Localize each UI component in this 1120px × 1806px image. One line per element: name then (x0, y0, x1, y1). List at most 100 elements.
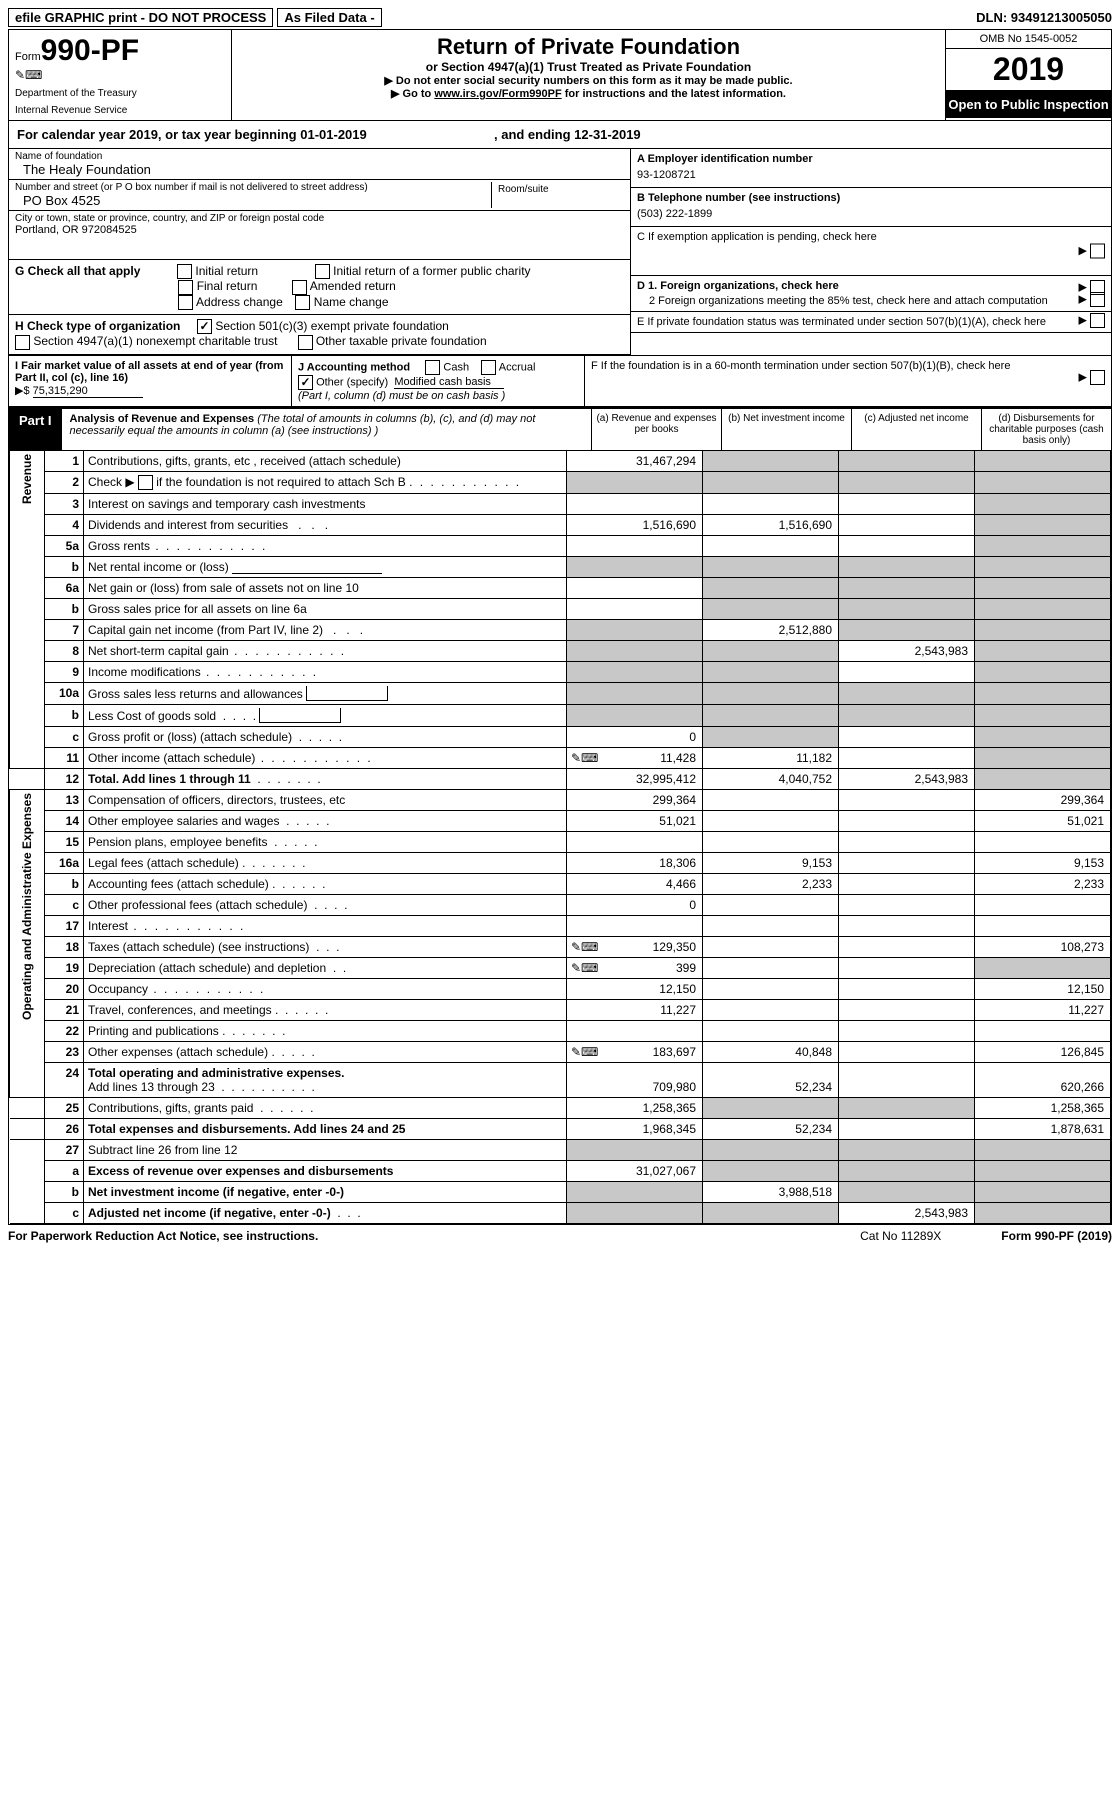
row-22: 22Printing and publications . . . . . . … (10, 1020, 1111, 1041)
form-ref: Form 990-PF (2019) (1001, 1229, 1112, 1243)
efile-notice: efile GRAPHIC print - DO NOT PROCESS (8, 8, 273, 27)
row-5a: 5aGross rents (10, 535, 1111, 556)
row-4: 4Dividends and interest from securities … (10, 514, 1111, 535)
instr-2: ▶ Go to www.irs.gov/Form990PF for instru… (238, 87, 939, 100)
row-2: 2 Check ▶ if the foundation is not requi… (10, 471, 1111, 493)
col-b-header: (b) Net investment income (721, 409, 851, 450)
chk-other-taxable[interactable] (298, 335, 313, 350)
irs: Internal Revenue Service (15, 105, 225, 116)
row-21: 21Travel, conferences, and meetings . . … (10, 999, 1111, 1020)
row-16a: 16aLegal fees (attach schedule) . . . . … (10, 852, 1111, 873)
row-19: 19Depreciation (attach schedule) and dep… (10, 957, 1111, 978)
dept-treasury: Department of the Treasury (15, 88, 225, 99)
col-a-header: (a) Revenue and expenses per books (591, 409, 721, 450)
page-footer: For Paperwork Reduction Act Notice, see … (8, 1225, 1112, 1243)
chk-sch-b[interactable] (138, 475, 153, 490)
row-23: 23Other expenses (attach schedule) . . .… (10, 1041, 1111, 1062)
street-address: Number and street (or P O box number if … (9, 180, 630, 211)
row-3: 3Interest on savings and temporary cash … (10, 493, 1111, 514)
chk-other-method[interactable]: ✓ (298, 375, 313, 390)
foreign-org: D 1. Foreign organizations, check here ▶… (631, 276, 1111, 312)
row-8: 8Net short-term capital gain2,543,983 (10, 640, 1111, 661)
revenue-label: Revenue (10, 451, 45, 769)
row-14: 14Other employee salaries and wages . . … (10, 810, 1111, 831)
i-j-f-row: I Fair market value of all assets at end… (9, 356, 1111, 407)
row-11: 11Other income (attach schedule)✎⌨11,428… (10, 747, 1111, 768)
efile-icon: ✎⌨ (15, 68, 225, 82)
row-16c: cOther professional fees (attach schedul… (10, 894, 1111, 915)
row-26: 26Total expenses and disbursements. Add … (10, 1118, 1111, 1139)
chk-final[interactable] (178, 280, 193, 295)
section-f: F If the foundation is in a 60-month ter… (585, 356, 1111, 406)
row-10c: cGross profit or (loss) (attach schedule… (10, 726, 1111, 747)
open-to-public: Open to Public Inspection (946, 91, 1111, 118)
entity-info: Name of foundation The Healy Foundation … (9, 149, 1111, 356)
row-17: 17Interest (10, 915, 1111, 936)
paperwork-notice: For Paperwork Reduction Act Notice, see … (8, 1229, 318, 1243)
section-h: H Check type of organization ✓ Section 5… (9, 315, 630, 355)
row-5b: bNet rental income or (loss) (10, 556, 1111, 577)
expenses-label: Operating and Administrative Expenses (10, 789, 45, 1097)
instr-1: ▶ Do not enter social security numbers o… (238, 74, 939, 87)
row-27c: cAdjusted net income (if negative, enter… (10, 1202, 1111, 1223)
chk-cash[interactable] (425, 360, 440, 375)
row-6a: 6aNet gain or (loss) from sale of assets… (10, 577, 1111, 598)
row-10a: 10aGross sales less returns and allowanc… (10, 682, 1111, 704)
attach-icon[interactable]: ✎⌨ (571, 751, 598, 765)
section-g: G Check all that apply Initial return In… (9, 260, 630, 315)
chk-e[interactable] (1090, 313, 1105, 328)
section-i: I Fair market value of all assets at end… (9, 356, 292, 406)
dln: DLN: 93491213005050 (976, 10, 1112, 25)
row-20: 20Occupancy12,15012,150 (10, 978, 1111, 999)
room-suite: Room/suite (492, 182, 624, 208)
row-15: 15Pension plans, employee benefits . . .… (10, 831, 1111, 852)
telephone: B Telephone number (see instructions) (5… (631, 188, 1111, 227)
row-9: 9Income modifications (10, 661, 1111, 682)
chk-initial[interactable] (177, 264, 192, 279)
attach-icon[interactable]: ✎⌨ (571, 940, 598, 954)
row-27: 27Subtract line 26 from line 12 (10, 1139, 1111, 1160)
chk-accrual[interactable] (481, 360, 496, 375)
irs-link[interactable]: www.irs.gov/Form990PF (434, 88, 561, 100)
chk-addr-change[interactable] (178, 295, 193, 310)
tax-year: 2019 (946, 49, 1111, 91)
attach-icon[interactable]: ✎⌨ (571, 961, 598, 975)
chk-name-change[interactable] (295, 295, 310, 310)
chk-amended[interactable] (292, 280, 307, 295)
row-24: 24Total operating and administrative exp… (10, 1062, 1111, 1097)
omb-number: OMB No 1545-0052 (946, 30, 1111, 49)
ein: A Employer identification number 93-1208… (631, 149, 1111, 188)
part-1-table: Revenue 1 Contributions, gifts, grants, … (9, 451, 1111, 1224)
row-1: Revenue 1 Contributions, gifts, grants, … (10, 451, 1111, 472)
cat-no: Cat No 11289X (860, 1229, 941, 1243)
section-j: J Accounting method Cash Accrual ✓ Other… (292, 356, 585, 406)
form-header: Form990-PF ✎⌨ Department of the Treasury… (9, 30, 1111, 121)
calendar-year: For calendar year 2019, or tax year begi… (9, 121, 1111, 149)
chk-4947[interactable] (15, 335, 30, 350)
form-number: Form990-PF (15, 34, 225, 68)
row-16b: bAccounting fees (attach schedule) . . .… (10, 873, 1111, 894)
row-18: 18Taxes (attach schedule) (see instructi… (10, 936, 1111, 957)
form-title: Return of Private Foundation (238, 34, 939, 60)
top-bar: efile GRAPHIC print - DO NOT PROCESS As … (8, 8, 1112, 27)
chk-initial-former[interactable] (315, 264, 330, 279)
part-1-header: Part I Analysis of Revenue and Expenses … (9, 407, 1111, 451)
foundation-name: Name of foundation The Healy Foundation (9, 149, 630, 180)
status-terminated: E If private foundation status was termi… (631, 312, 1111, 333)
exemption-pending: C If exemption application is pending, c… (631, 227, 1111, 276)
row-27b: bNet investment income (if negative, ent… (10, 1181, 1111, 1202)
attach-icon[interactable]: ✎⌨ (571, 1045, 598, 1059)
chk-c[interactable] (1090, 244, 1105, 259)
row-12: 12Total. Add lines 1 through 11 . . . . … (10, 768, 1111, 789)
part-1-label: Part I (9, 409, 62, 450)
form-subtitle: or Section 4947(a)(1) Trust Treated as P… (238, 60, 939, 74)
row-10b: bLess Cost of goods sold . . . . (10, 704, 1111, 726)
row-25: 25Contributions, gifts, grants paid . . … (10, 1097, 1111, 1118)
chk-501c3[interactable]: ✓ (197, 319, 212, 334)
col-d-header: (d) Disbursements for charitable purpose… (981, 409, 1111, 450)
form-container: Form990-PF ✎⌨ Department of the Treasury… (8, 29, 1112, 1225)
chk-d2[interactable] (1090, 292, 1105, 307)
row-13: Operating and Administrative Expenses 13… (10, 789, 1111, 810)
row-7: 7Capital gain net income (from Part IV, … (10, 619, 1111, 640)
chk-f[interactable] (1090, 370, 1105, 385)
